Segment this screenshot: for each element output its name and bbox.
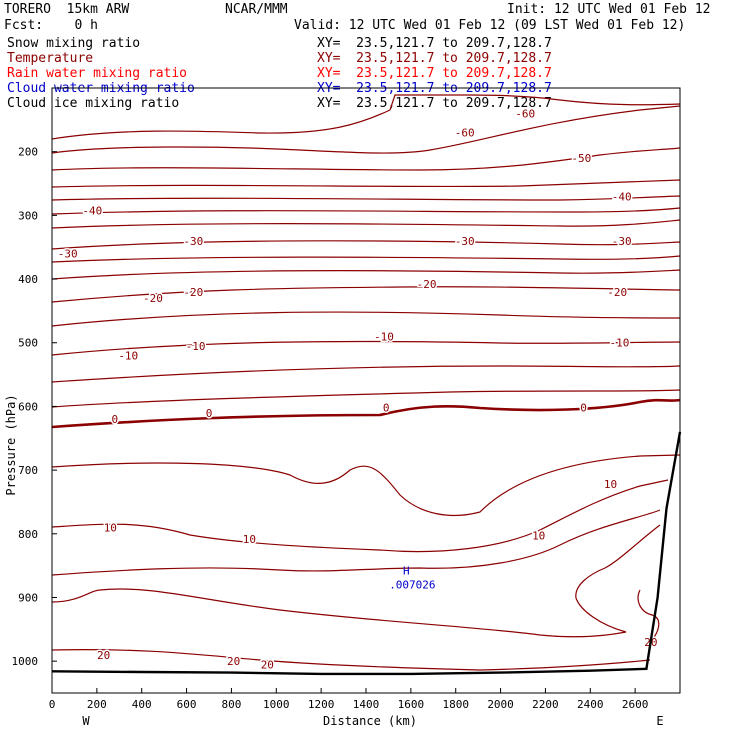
isotherm-line <box>51 207 681 215</box>
x-tick-label: 800 <box>221 698 241 711</box>
field-name-snow: Snow mixing ratio <box>7 36 141 51</box>
y-tick-label: 300 <box>18 209 38 222</box>
y-tick-label: 800 <box>18 528 38 541</box>
contour-label: -20 <box>607 286 627 299</box>
isotherm-line <box>51 365 681 383</box>
contour-label: -60 <box>455 127 475 140</box>
contour-label: -30 <box>58 248 78 261</box>
max-marker: H .007026 <box>389 564 435 591</box>
isotherm-line <box>51 389 681 408</box>
contour-label: -10 <box>610 337 630 350</box>
field-xy-cloud-ice: XY= 23.5,121.7 to 209.7,128.7 <box>317 96 552 111</box>
isotherm-line <box>51 454 681 517</box>
x-tick-label: 600 <box>177 698 197 711</box>
x-tick-label: 2200 <box>532 698 559 711</box>
x-tick-label: 2600 <box>622 698 649 711</box>
x-tick-label: 1200 <box>308 698 335 711</box>
isotherm-line <box>51 219 681 229</box>
contour-label: -60 <box>515 107 535 120</box>
contour-label: -10 <box>118 349 138 362</box>
contour-label: 0 <box>580 402 587 415</box>
y-tick-label: 500 <box>18 337 38 350</box>
contour-label: 20 <box>227 655 240 668</box>
x-tick-label: 1000 <box>263 698 290 711</box>
marker-value: .007026 <box>389 578 435 591</box>
y-tick-label: 700 <box>18 464 38 477</box>
y-tick-label: 400 <box>18 273 38 286</box>
x-axis-title: Distance (km) <box>323 714 417 728</box>
contour-label: -30 <box>183 235 203 248</box>
east-label: E <box>656 714 663 728</box>
x-tick-label: 2400 <box>577 698 604 711</box>
isotherm-line <box>51 479 669 553</box>
isotherm-line <box>51 524 661 638</box>
y-tick-label: 600 <box>18 400 38 413</box>
contour-label: -40 <box>612 190 632 203</box>
x-tick-label: 1400 <box>353 698 380 711</box>
axis-ticks: 0 200 400 600 800 1000 1200 1400 1600 1800 2000 220… <box>12 146 649 711</box>
contour-label: -20 <box>183 286 203 299</box>
field-xy-snow: XY= 23.5,121.7 to 209.7,128.7 <box>317 36 552 51</box>
y-axis-title: Pressure (hPa) <box>4 394 18 495</box>
terrain-line <box>51 431 682 676</box>
forecast-hour: Fcst: 0 h <box>4 18 98 33</box>
x-tick-label: 2000 <box>487 698 514 711</box>
isotherm-line <box>637 589 660 641</box>
y-tick-label: 900 <box>18 591 38 604</box>
isotherm-line <box>51 255 681 263</box>
isotherm-line <box>51 147 681 171</box>
x-tick-label: 1600 <box>398 698 425 711</box>
contour-label: -40 <box>82 204 102 217</box>
x-tick-label: 0 <box>49 698 56 711</box>
valid-time: Valid: 12 UTC Wed 01 Feb 12 (09 LST Wed … <box>294 18 686 33</box>
isotherm-line <box>51 94 681 140</box>
center-label: NCAR/MMM <box>225 2 288 17</box>
contour-label: 10 <box>604 478 617 491</box>
contour-label: -10 <box>186 340 206 353</box>
isotherm-line <box>51 105 681 154</box>
contour-label: -20 <box>143 292 163 305</box>
isotherm-line <box>51 311 681 327</box>
west-label: W <box>82 714 90 728</box>
y-tick-label: 200 <box>18 146 38 159</box>
isotherm-line <box>51 240 681 250</box>
contour-label: -50 <box>571 152 591 165</box>
contour-label: 0 <box>206 407 213 420</box>
field-name-rain: Rain water mixing ratio <box>7 66 188 81</box>
contour-label: 20 <box>261 658 274 671</box>
field-xy-temperature: XY= 23.5,121.7 to 209.7,128.7 <box>317 51 552 66</box>
freezing-level-line <box>51 398 681 429</box>
contour-label: -30 <box>612 235 632 248</box>
contour-labels: -60 -60 -50 -40 -40 -30 -30 -30 -30 -20 -20 -20 -20 -… <box>56 106 659 673</box>
y-tick-label: 1000 <box>12 655 39 668</box>
isotherm-line <box>51 179 681 188</box>
isotherm-line <box>51 269 681 280</box>
contour-label: -20 <box>417 278 437 291</box>
isotherm-line <box>51 340 681 356</box>
model-title: TORERO 15km ARW <box>4 2 130 17</box>
field-name-cloud-ice: Cloud ice mixing ratio <box>7 96 180 111</box>
x-tick-label: 400 <box>132 698 152 711</box>
init-time: Init: 12 UTC Wed 01 Feb 12 <box>507 2 711 17</box>
contour-label: -30 <box>455 235 475 248</box>
isotherm-line <box>51 649 651 671</box>
contour-label: -10 <box>374 330 394 343</box>
marker-symbol: H <box>403 564 410 577</box>
isotherm-line <box>51 195 681 201</box>
isotherm-line <box>51 509 661 576</box>
contour-label: 0 <box>111 413 118 426</box>
contour-label: 10 <box>532 530 545 543</box>
contour-label: 10 <box>243 533 256 546</box>
isotherm-line <box>51 286 681 303</box>
x-tick-label: 200 <box>87 698 107 711</box>
field-xy-rain: XY= 23.5,121.7 to 209.7,128.7 <box>317 66 552 81</box>
contour-label: 20 <box>97 649 110 662</box>
x-tick-label: 1800 <box>442 698 469 711</box>
field-name-temperature: Temperature <box>7 51 94 66</box>
contour-label: 0 <box>383 402 390 415</box>
temperature-contours <box>51 94 681 671</box>
contour-label: 10 <box>104 521 117 534</box>
